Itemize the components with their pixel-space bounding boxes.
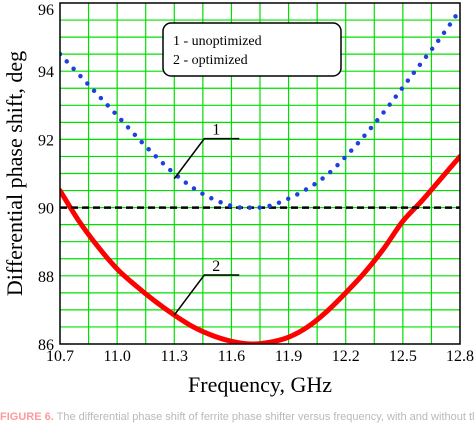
series-line-1 <box>60 7 460 210</box>
figure-label: FIGURE 6. <box>0 411 54 423</box>
legend-box <box>162 22 342 77</box>
y-axis-title: Differential phase shift, deg <box>2 51 27 296</box>
x-tick-label: 12.2 <box>332 348 360 365</box>
x-tick-label: 10.7 <box>46 348 74 365</box>
annotation-leader <box>173 137 240 180</box>
caption-text: The differential phase shift of ferrite … <box>56 411 474 423</box>
y-tick-label: 96 <box>38 2 54 19</box>
x-tick-label: 12.5 <box>389 348 417 365</box>
annotation-label: 2 <box>212 258 220 275</box>
annotation-leader <box>173 274 240 316</box>
y-tick-label: 94 <box>38 64 54 81</box>
x-tick-label: 11.0 <box>103 348 130 365</box>
annotation-label: 1 <box>212 122 220 139</box>
figure-caption: FIGURE 6. The differential phase shift o… <box>0 411 474 423</box>
legend-entry: 2 - optimized <box>173 53 248 68</box>
x-axis-title: Frequency, GHz <box>188 372 332 397</box>
annotations: 12 <box>173 122 240 316</box>
y-tick-label: 86 <box>38 337 54 354</box>
x-tick-label: 11.6 <box>218 348 245 365</box>
x-tick-label: 12.8 <box>446 348 474 365</box>
y-tick-label: 88 <box>38 269 54 286</box>
x-tick-label: 11.3 <box>161 348 188 365</box>
legend: 1 - unoptimized 2 - optimized <box>162 22 342 77</box>
y-tick-label: 92 <box>38 132 54 149</box>
x-tick-labels: 10.7 11.0 11.3 11.6 11.9 12.2 12.5 12.8 <box>46 348 474 365</box>
y-tick-label: 90 <box>38 201 54 218</box>
plot-frame <box>59 2 461 345</box>
x-tick-label: 11.9 <box>275 348 302 365</box>
legend-entry: 1 - unoptimized <box>173 34 262 49</box>
y-tick-labels: 86 88 90 92 94 96 <box>38 2 54 354</box>
